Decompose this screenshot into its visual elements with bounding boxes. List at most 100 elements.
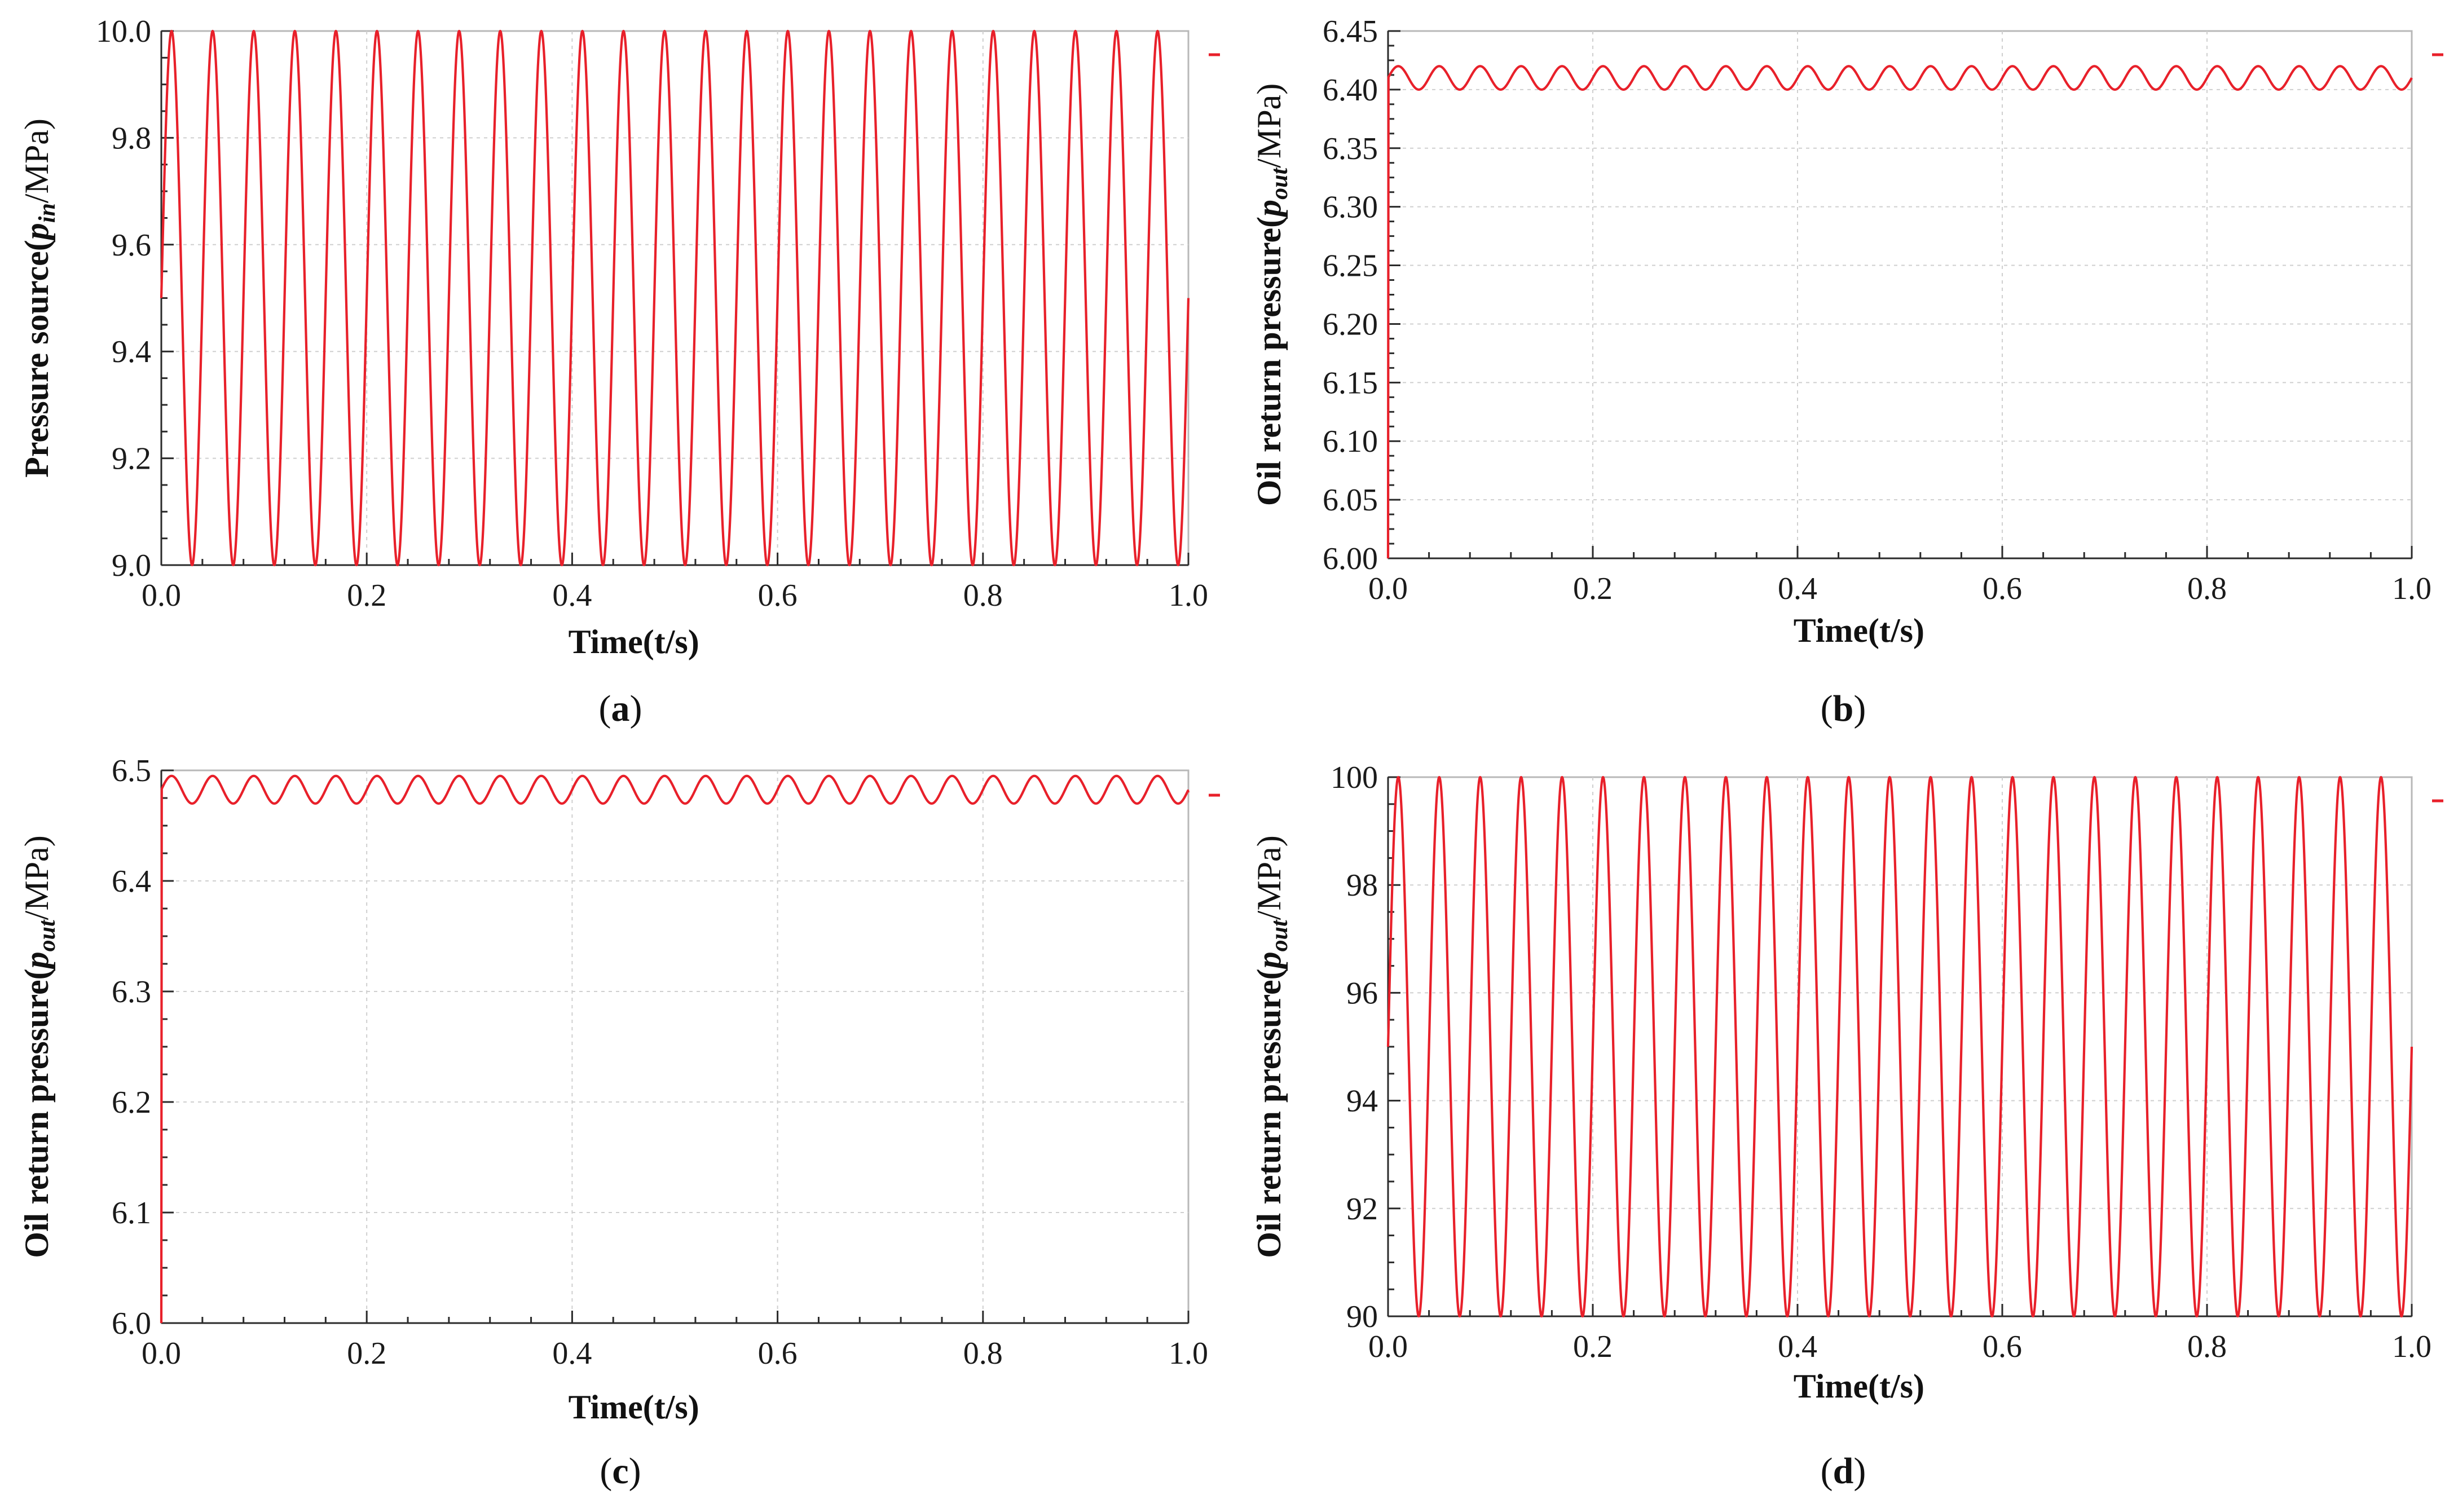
series-line-p_out [1386, 775, 2413, 1318]
y-tick-label: 6.30 [1323, 190, 1378, 225]
x-tick-label: 0.6 [1983, 571, 2022, 606]
y-tick-label: 6.2 [112, 1085, 151, 1120]
x-tick-label: 0.4 [1778, 1329, 1817, 1364]
y-tick-label: 6.00 [1323, 541, 1378, 576]
plot-frame [1387, 30, 2413, 559]
y-tick-label: 9.4 [112, 334, 151, 369]
y-axis-title-suffix: /MPa) [18, 835, 55, 920]
subfigure-caption: (b) [1821, 688, 1866, 729]
caption-close-paren: ) [630, 688, 642, 729]
x-tick-label: 0.8 [2187, 571, 2227, 606]
y-axis-title: Oil return pressure(pout/MPa) [1250, 835, 1293, 1258]
y-axis-title-prefix: Oil return pressure( [18, 968, 55, 1258]
chart-b: 0.0 0.2 0.4 0.6 0.8 1.0 6.00 6.05 6.10 6.15 6.20 6.… [1250, 14, 2443, 729]
subfigure-caption: (d) [1821, 1451, 1866, 1492]
y-tick-label: 94 [1346, 1084, 1378, 1119]
y-tick-label: 6.0 [112, 1306, 151, 1341]
x-tick-label: 1.0 [1169, 1336, 1208, 1371]
y-tick-label: 92 [1346, 1192, 1378, 1227]
caption-open-paren: ( [1821, 688, 1833, 729]
y-tick-label: 6.4 [112, 864, 151, 899]
y-tick-label: 6.20 [1323, 307, 1378, 342]
x-tick-label: 0.2 [1573, 571, 1613, 606]
y-tick-label: 6.05 [1323, 483, 1378, 518]
series-line-p_out [1386, 65, 2413, 559]
x-tick-label: 0.2 [1573, 1329, 1613, 1364]
subfigure-caption: (a) [599, 688, 642, 729]
y-tick-label: 9.2 [112, 442, 151, 477]
y-tick-label: 6.5 [112, 753, 151, 788]
x-tick-label: 0.0 [1368, 571, 1408, 606]
y-tick-label: 6.35 [1323, 131, 1378, 166]
caption-close-paren: ) [1853, 688, 1866, 729]
y-axis-title-var: p [1250, 951, 1288, 971]
y-tick-label: 9.6 [112, 228, 151, 263]
y-axis-title: Pressure source(pin/MPa) [18, 118, 60, 478]
caption-open-paren: ( [1821, 1451, 1833, 1492]
x-axis-title: Time(t/s) [569, 623, 699, 660]
y-axis-title-prefix: Pressure source( [18, 240, 55, 478]
x-tick-label: 0.0 [142, 1336, 181, 1371]
y-axis-title-suffix: /MPa) [1250, 835, 1288, 920]
x-tick-label: 0.4 [1778, 571, 1817, 606]
y-tick-label: 6.45 [1323, 14, 1378, 49]
y-tick-label: 9.8 [112, 121, 151, 156]
y-axis-title-suffix: /MPa) [1250, 83, 1288, 168]
x-tick-label: 1.0 [2392, 1329, 2431, 1364]
y-tick-label: 10.0 [96, 14, 151, 49]
series-line-p_in [160, 29, 1190, 567]
y-tick-label: 98 [1346, 868, 1378, 903]
caption-letter: c [612, 1451, 628, 1492]
caption-open-paren: ( [600, 1451, 612, 1492]
caption-letter: d [1833, 1451, 1854, 1492]
x-tick-label: 0.2 [347, 1336, 386, 1371]
y-axis-title-sub: out [1267, 919, 1293, 951]
y-tick-label: 6.40 [1323, 73, 1378, 108]
x-axis-title: Time(t/s) [569, 1388, 699, 1426]
x-tick-label: 0.8 [963, 1336, 1003, 1371]
y-axis-title-sub: out [34, 919, 60, 951]
chart-c: 0.0 0.2 0.4 0.6 0.8 1.0 6.0 6.1 6.2 6.3 6.4 6.5 Time… [18, 753, 1220, 1492]
y-tick-label: 6.1 [112, 1196, 151, 1231]
x-tick-label: 0.0 [1368, 1329, 1408, 1364]
caption-letter: a [611, 688, 630, 729]
x-tick-label: 0.8 [2187, 1329, 2227, 1364]
plot-frame [160, 769, 1190, 1324]
y-tick-label: 90 [1346, 1299, 1378, 1334]
x-tick-label: 0.8 [963, 578, 1003, 613]
series-line-p_out [160, 774, 1190, 1324]
chart-a: 0.0 0.2 0.4 0.6 0.8 1.0 9.0 9.2 9.4 9.6 9.8 10.0 Tim… [18, 14, 1220, 729]
y-tick-label: 6.15 [1323, 365, 1378, 400]
x-tick-label: 0.4 [552, 578, 592, 613]
y-axis-title-suffix: /MPa) [18, 118, 55, 203]
y-axis-title-sub: in [34, 203, 60, 223]
y-axis-title-var: p [18, 951, 55, 971]
caption-close-paren: ) [1853, 1451, 1866, 1492]
x-tick-label: 1.0 [2392, 571, 2431, 606]
chart-d: 0.0 0.2 0.4 0.6 0.8 1.0 90 92 94 96 98 100 Time(t/s)… [1250, 760, 2443, 1492]
y-axis-title-prefix: Oil return pressure( [1250, 217, 1288, 506]
y-tick-label: 6.3 [112, 975, 151, 1010]
x-tick-label: 0.6 [758, 578, 798, 613]
y-axis-title-var: p [18, 223, 55, 243]
x-tick-label: 0.6 [758, 1336, 798, 1371]
x-axis-title: Time(t/s) [1794, 1368, 1924, 1405]
x-axis-title: Time(t/s) [1794, 612, 1924, 649]
y-tick-label: 6.10 [1323, 424, 1378, 459]
y-tick-label: 9.0 [112, 548, 151, 583]
y-tick-label: 6.25 [1323, 249, 1378, 284]
x-tick-label: 1.0 [1169, 578, 1208, 613]
subfigure-caption: (c) [600, 1451, 641, 1492]
x-tick-label: 0.6 [1983, 1329, 2022, 1364]
y-axis-title: Oil return pressure(pout/MPa) [18, 835, 60, 1258]
y-axis-title-prefix: Oil return pressure( [1250, 968, 1288, 1258]
caption-letter: b [1833, 688, 1854, 729]
x-tick-label: 0.0 [142, 578, 181, 613]
caption-open-paren: ( [599, 688, 611, 729]
y-axis-title: Oil return pressure(pout/MPa) [1250, 83, 1293, 506]
x-tick-label: 0.4 [552, 1336, 592, 1371]
y-axis-title-var: p [1250, 200, 1288, 219]
y-axis-title-sub: out [1267, 167, 1293, 200]
x-tick-label: 0.2 [347, 578, 386, 613]
